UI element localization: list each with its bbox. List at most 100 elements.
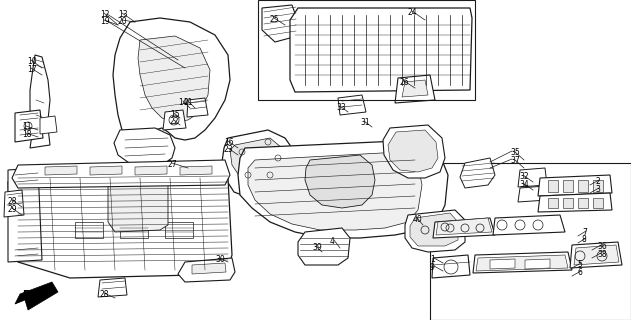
Polygon shape [138, 36, 210, 122]
Polygon shape [570, 242, 622, 268]
Text: 37: 37 [510, 156, 520, 165]
Text: 34: 34 [519, 180, 529, 189]
Text: 36: 36 [597, 242, 607, 251]
Polygon shape [433, 218, 495, 238]
Polygon shape [15, 110, 43, 142]
Polygon shape [98, 278, 127, 297]
Text: 10: 10 [27, 57, 37, 66]
Text: 14: 14 [178, 98, 187, 107]
Polygon shape [135, 166, 167, 175]
Polygon shape [163, 110, 186, 130]
Polygon shape [460, 158, 495, 188]
Text: 20: 20 [118, 17, 127, 26]
Text: 13: 13 [118, 10, 127, 19]
Text: 28: 28 [8, 197, 18, 206]
Polygon shape [476, 255, 568, 271]
Text: 29: 29 [8, 205, 18, 214]
Text: 32: 32 [519, 172, 529, 181]
Polygon shape [238, 140, 448, 238]
Text: 30: 30 [215, 255, 225, 264]
Text: 3: 3 [595, 185, 600, 194]
Polygon shape [108, 165, 168, 232]
Polygon shape [192, 263, 226, 274]
Polygon shape [290, 8, 472, 92]
Polygon shape [548, 198, 558, 208]
Polygon shape [114, 128, 175, 168]
Polygon shape [338, 95, 366, 115]
Polygon shape [4, 190, 24, 217]
Polygon shape [436, 218, 492, 235]
Polygon shape [593, 198, 603, 208]
Polygon shape [548, 180, 558, 192]
Text: 5: 5 [577, 260, 582, 269]
Text: 16: 16 [224, 138, 233, 147]
Polygon shape [578, 180, 588, 192]
Polygon shape [538, 193, 612, 212]
Polygon shape [8, 168, 232, 278]
Text: 8: 8 [582, 235, 587, 244]
Text: 18: 18 [22, 130, 32, 139]
Text: 22: 22 [170, 117, 179, 126]
Polygon shape [383, 125, 445, 178]
Polygon shape [388, 130, 438, 172]
Text: 38: 38 [597, 250, 606, 259]
Polygon shape [574, 245, 619, 265]
Polygon shape [222, 130, 292, 198]
Text: 17: 17 [27, 65, 37, 74]
Text: 6: 6 [577, 268, 582, 277]
Polygon shape [262, 5, 298, 42]
Text: 33: 33 [336, 103, 346, 112]
Polygon shape [178, 258, 235, 282]
Polygon shape [30, 55, 50, 130]
Polygon shape [525, 259, 550, 269]
Polygon shape [395, 75, 435, 103]
Polygon shape [473, 252, 572, 273]
Text: 19: 19 [100, 17, 110, 26]
Polygon shape [563, 180, 573, 192]
Polygon shape [538, 175, 612, 196]
Polygon shape [248, 152, 422, 230]
Text: 39: 39 [312, 243, 322, 252]
Text: 24: 24 [408, 8, 418, 17]
Text: 2: 2 [595, 177, 599, 186]
Polygon shape [305, 155, 375, 208]
Polygon shape [578, 198, 588, 208]
Polygon shape [12, 160, 230, 188]
Polygon shape [298, 228, 350, 265]
Polygon shape [30, 128, 50, 148]
Polygon shape [490, 259, 515, 269]
Text: 11: 11 [22, 122, 32, 131]
Polygon shape [180, 166, 212, 175]
Text: 23: 23 [224, 145, 233, 154]
Polygon shape [410, 213, 458, 246]
Text: 9: 9 [430, 263, 435, 272]
Text: 15: 15 [170, 110, 180, 119]
Polygon shape [15, 282, 58, 310]
Polygon shape [120, 222, 148, 238]
Text: 21: 21 [183, 98, 192, 107]
Polygon shape [90, 166, 122, 175]
Polygon shape [518, 186, 547, 202]
Text: 28: 28 [100, 290, 110, 299]
Polygon shape [8, 168, 42, 262]
Polygon shape [593, 180, 603, 192]
Text: 26: 26 [400, 78, 410, 87]
Bar [430, 163, 631, 320]
Polygon shape [75, 222, 103, 238]
Text: 27: 27 [168, 160, 177, 169]
Polygon shape [563, 198, 573, 208]
Text: 12: 12 [100, 10, 110, 19]
Polygon shape [518, 168, 547, 187]
Polygon shape [402, 80, 428, 97]
Text: FR.: FR. [22, 290, 40, 300]
Polygon shape [40, 116, 57, 134]
Text: 25: 25 [270, 15, 280, 24]
Polygon shape [187, 98, 208, 117]
Text: 35: 35 [510, 148, 520, 157]
Text: 1: 1 [430, 255, 435, 264]
Polygon shape [113, 18, 230, 140]
Text: 31: 31 [360, 118, 370, 127]
Text: 4: 4 [330, 237, 335, 246]
Bar [258, 0, 475, 100]
Text: 7: 7 [582, 228, 587, 237]
